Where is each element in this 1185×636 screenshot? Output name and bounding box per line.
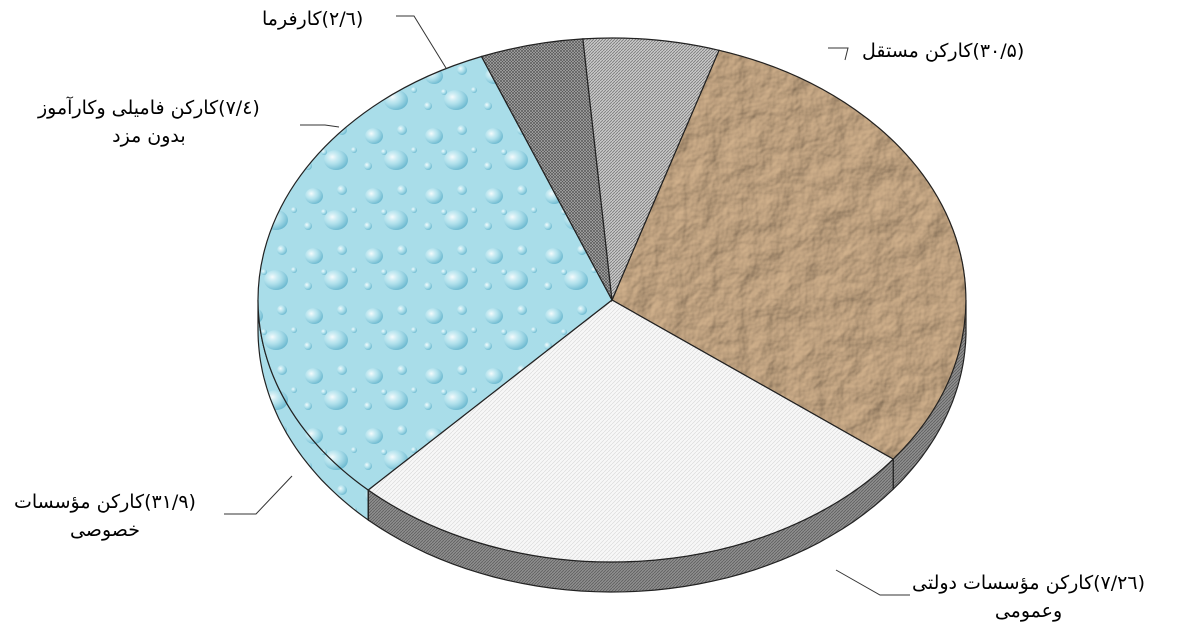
label-family-workers: (٤/۷)کارکن فامیلی وکارآموز بدون مزد [38,97,260,147]
label-self-employed: (۳۰/۵)کارکن مستقل [862,40,1025,62]
leader-lines [224,15,910,596]
pie-slice-outline-0 [611,49,967,460]
leader-line-0 [828,47,849,61]
pie-slice-2 [257,55,613,491]
pie-slice-1 [367,299,895,563]
pie-slice-4 [582,37,720,303]
leader-line-2 [300,124,340,128]
label-government: (۲٦/۷)کارکن مؤسسات دولتی وعمومی [912,572,1146,622]
leader-line-4 [835,569,910,596]
pie-slices [257,37,967,563]
leader-line-1 [396,15,447,69]
label-employer: (٦/۲)کارفرما [262,8,364,30]
label-private-sector: (۳۱/۹)کارکن مؤسسات خصوصی [14,491,196,541]
leader-line-3 [224,475,293,515]
